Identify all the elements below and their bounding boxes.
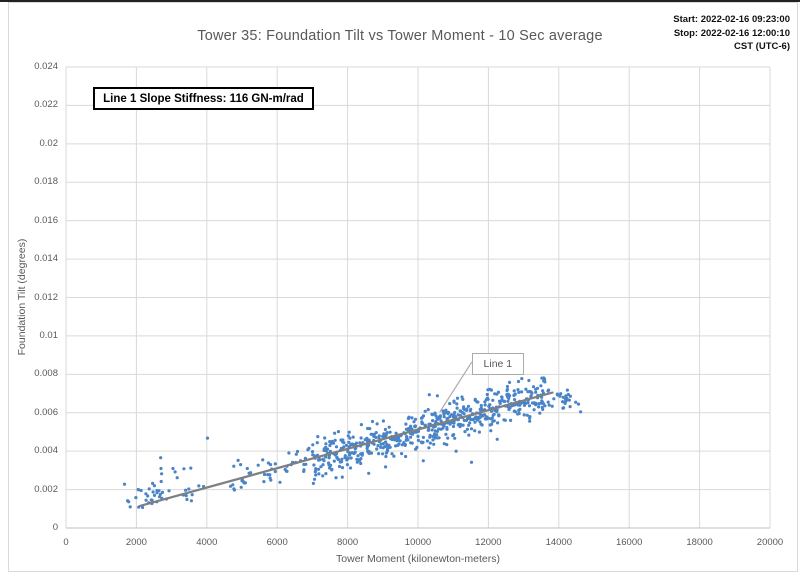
y-tick-label: 0.022 (34, 99, 58, 111)
start-timestamp: Start: 2022-02-16 09:23:00 (673, 14, 790, 25)
y-tick-label: 0.01 (39, 329, 59, 341)
y-tick-label: 0.004 (34, 445, 58, 457)
window-top-border (0, 0, 800, 2)
x-tick-label: 4000 (196, 537, 218, 548)
x-axis-title: Tower Moment (kilonewton-meters) (336, 553, 500, 565)
y-tick-label: 0.002 (34, 483, 58, 495)
x-tick-label: 14000 (545, 537, 572, 548)
x-tick-label: 16000 (615, 537, 643, 548)
x-tick-label: 10000 (404, 537, 432, 548)
y-tick-label: 0.024 (34, 61, 58, 72)
y-tick-label: 0.012 (34, 291, 58, 303)
y-tick-label: 0.014 (34, 253, 58, 265)
x-tick-label: 12000 (475, 537, 502, 548)
y-tick-label: 0 (52, 522, 58, 533)
timezone-label: CST (UTC-6) (734, 41, 790, 52)
callout-leader-line (439, 361, 473, 413)
y-tick-label: 0.006 (34, 406, 58, 418)
y-tick-label: 0.008 (34, 368, 58, 380)
timestamp-block: Start: 2022-02-16 09:23:00 Stop: 2022-02… (673, 13, 790, 54)
x-tick-label: 6000 (266, 537, 288, 548)
trend-line (138, 391, 554, 508)
trendline-label-callout: Line 1 (471, 353, 524, 375)
stop-timestamp: Stop: 2022-02-16 12:00:10 (673, 27, 790, 39)
x-tick-label: 8000 (337, 537, 359, 548)
chart-title: Tower 35: Foundation Tilt vs Tower Momen… (197, 28, 603, 44)
x-tick-label: 2000 (125, 537, 147, 548)
slope-stiffness-annotation: Line 1 Slope Stiffness: 116 GN-m/rad (93, 87, 314, 110)
gridlines (65, 66, 771, 529)
y-tick-label: 0.018 (34, 176, 58, 188)
x-tick-label: 18000 (686, 537, 713, 548)
x-tick-label: 20000 (756, 537, 784, 548)
y-tick-label: 0.02 (39, 137, 59, 149)
y-tick-label: 0.016 (34, 214, 58, 226)
x-tick-label: 0 (63, 537, 69, 548)
